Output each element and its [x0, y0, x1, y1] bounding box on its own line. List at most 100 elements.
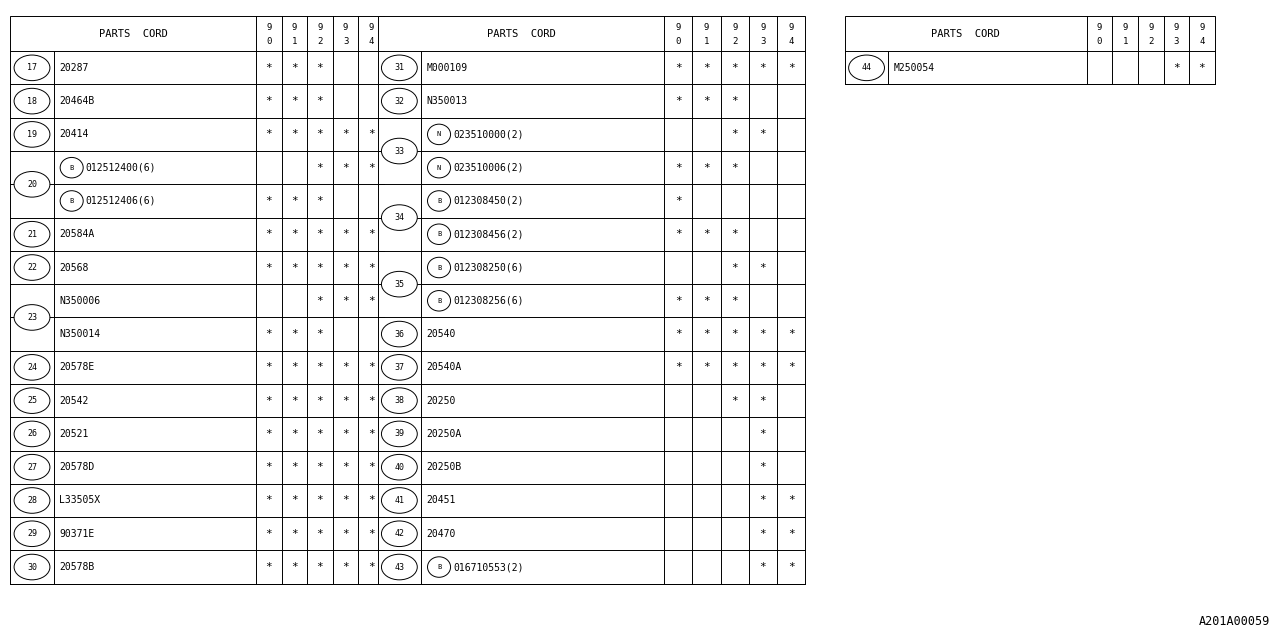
Text: 40: 40 — [394, 463, 404, 472]
Text: *: * — [787, 329, 795, 339]
Text: *: * — [367, 396, 375, 406]
Text: 20250: 20250 — [426, 396, 456, 406]
Text: B: B — [436, 264, 442, 271]
Text: 023510000(2): 023510000(2) — [453, 129, 524, 140]
Text: 9: 9 — [788, 22, 794, 32]
Text: *: * — [759, 462, 767, 472]
Text: *: * — [316, 562, 324, 572]
Text: 20250B: 20250B — [426, 462, 462, 472]
Text: 26: 26 — [27, 429, 37, 438]
Text: 9: 9 — [369, 22, 374, 32]
Text: 24: 24 — [27, 363, 37, 372]
Text: 016710553(2): 016710553(2) — [453, 562, 524, 572]
Text: 20540: 20540 — [426, 329, 456, 339]
Ellipse shape — [14, 88, 50, 114]
Text: *: * — [1198, 63, 1206, 73]
Ellipse shape — [381, 55, 417, 81]
Text: N350013: N350013 — [426, 96, 467, 106]
Text: L33505X: L33505X — [59, 495, 100, 506]
Text: 20540A: 20540A — [426, 362, 462, 372]
Text: 34: 34 — [394, 213, 404, 222]
Text: 2: 2 — [317, 36, 323, 46]
Text: 012308456(2): 012308456(2) — [453, 229, 524, 239]
Text: *: * — [265, 429, 273, 439]
Text: *: * — [703, 163, 710, 173]
Text: *: * — [291, 462, 298, 472]
Text: 37: 37 — [394, 363, 404, 372]
Text: 22: 22 — [27, 263, 37, 272]
Text: *: * — [342, 362, 349, 372]
Text: M250054: M250054 — [893, 63, 934, 73]
Text: *: * — [367, 163, 375, 173]
Text: A201A00059: A201A00059 — [1198, 616, 1270, 628]
Text: *: * — [367, 362, 375, 372]
Ellipse shape — [381, 488, 417, 513]
Text: *: * — [787, 63, 795, 73]
Text: 0: 0 — [1097, 36, 1102, 46]
Ellipse shape — [849, 55, 884, 81]
Text: *: * — [703, 63, 710, 73]
Ellipse shape — [14, 172, 50, 197]
Ellipse shape — [381, 271, 417, 297]
Text: *: * — [367, 562, 375, 572]
Text: *: * — [291, 529, 298, 539]
Text: *: * — [265, 196, 273, 206]
Text: *: * — [342, 462, 349, 472]
Text: *: * — [731, 396, 739, 406]
Text: B: B — [436, 231, 442, 237]
Ellipse shape — [14, 255, 50, 280]
Text: 0: 0 — [676, 36, 681, 46]
Text: N: N — [436, 164, 442, 171]
Text: *: * — [731, 229, 739, 239]
Text: *: * — [316, 329, 324, 339]
Text: *: * — [291, 63, 298, 73]
Text: *: * — [759, 495, 767, 506]
Text: 2: 2 — [732, 36, 737, 46]
Text: *: * — [291, 129, 298, 140]
Text: 3: 3 — [343, 36, 348, 46]
Text: 33: 33 — [394, 147, 404, 156]
Text: 20578D: 20578D — [59, 462, 95, 472]
Text: 20250A: 20250A — [426, 429, 462, 439]
Text: *: * — [316, 429, 324, 439]
Ellipse shape — [14, 221, 50, 247]
Text: *: * — [759, 63, 767, 73]
Ellipse shape — [381, 454, 417, 480]
Text: 2: 2 — [1148, 36, 1153, 46]
Text: 9: 9 — [292, 22, 297, 32]
Text: *: * — [787, 495, 795, 506]
Text: 32: 32 — [394, 97, 404, 106]
Text: *: * — [787, 362, 795, 372]
Text: *: * — [731, 296, 739, 306]
Text: 9: 9 — [266, 22, 271, 32]
Ellipse shape — [14, 454, 50, 480]
Text: *: * — [675, 196, 682, 206]
Ellipse shape — [381, 205, 417, 230]
Text: 44: 44 — [861, 63, 872, 72]
Text: 20414: 20414 — [59, 129, 88, 140]
Text: *: * — [703, 229, 710, 239]
Ellipse shape — [14, 305, 50, 330]
Bar — [10, 16, 384, 584]
Text: *: * — [291, 429, 298, 439]
Text: 21: 21 — [27, 230, 37, 239]
Text: *: * — [265, 362, 273, 372]
Text: *: * — [316, 362, 324, 372]
Text: *: * — [675, 362, 682, 372]
Text: *: * — [675, 329, 682, 339]
Text: N350014: N350014 — [59, 329, 100, 339]
Text: 41: 41 — [394, 496, 404, 505]
Ellipse shape — [14, 488, 50, 513]
Text: *: * — [367, 429, 375, 439]
Text: *: * — [675, 163, 682, 173]
Text: 36: 36 — [394, 330, 404, 339]
Text: 9: 9 — [1097, 22, 1102, 32]
Text: 3: 3 — [760, 36, 765, 46]
Text: 9: 9 — [1174, 22, 1179, 32]
Text: *: * — [759, 129, 767, 140]
Text: 23: 23 — [27, 313, 37, 322]
Text: *: * — [316, 396, 324, 406]
Text: *: * — [316, 63, 324, 73]
Text: 35: 35 — [394, 280, 404, 289]
Text: 43: 43 — [394, 563, 404, 572]
